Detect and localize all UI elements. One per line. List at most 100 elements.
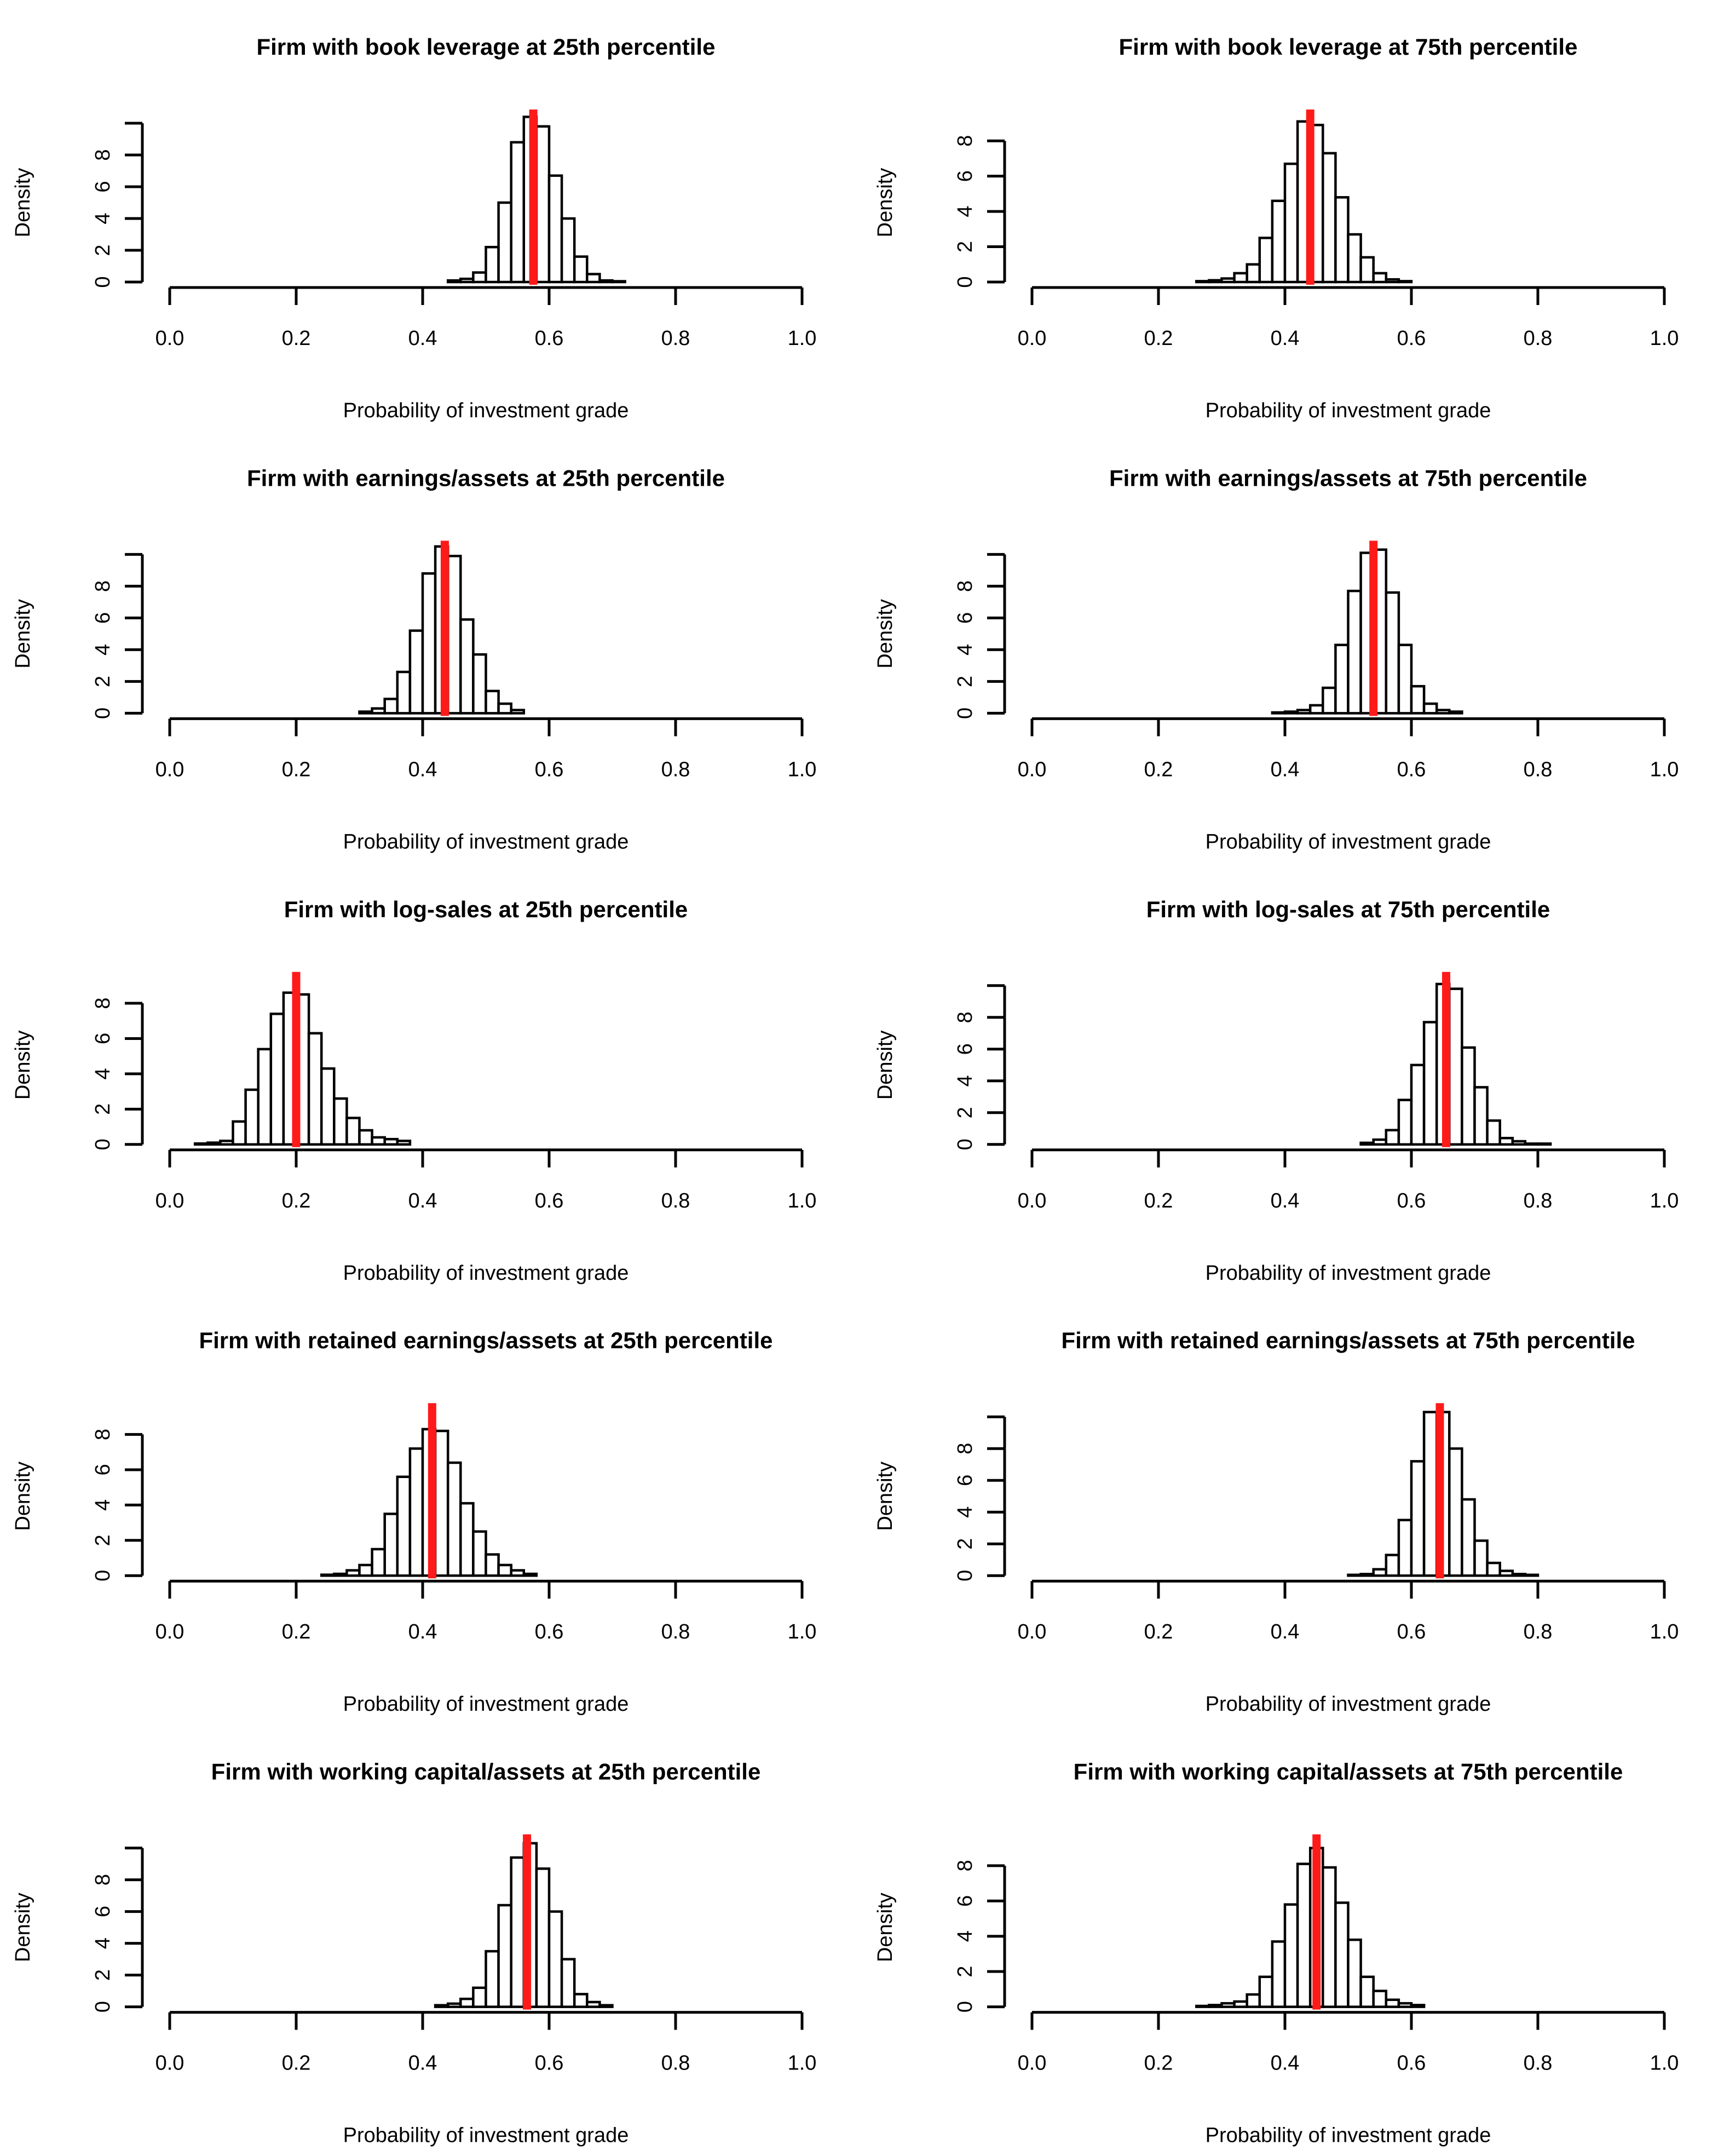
histogram-bar <box>1322 152 1337 284</box>
histogram-bar <box>1246 263 1261 284</box>
x-tick-label: 0.2 <box>282 2052 311 2075</box>
histogram-bar <box>1359 256 1375 284</box>
x-tick-label: 0.2 <box>1144 2052 1173 2075</box>
y-tick-label: 4 <box>954 1930 977 1942</box>
x-axis-label: Probability of investment grade <box>1206 1262 1491 1285</box>
histogram-panel: Firm with log-sales at 75th percentile 0.… <box>874 896 1679 1285</box>
y-tick-label: 0 <box>91 708 114 719</box>
histogram-bar <box>547 1910 563 2008</box>
histogram-bar <box>510 1569 526 1577</box>
histogram-bar <box>371 707 386 715</box>
histogram-bar <box>1283 162 1299 284</box>
histogram-bar <box>1208 279 1223 284</box>
x-tick-label: 0.0 <box>1018 327 1047 350</box>
y-tick-label: 0 <box>954 708 977 719</box>
y-tick-label: 6 <box>954 170 977 182</box>
histogram-bar <box>1473 1539 1489 1577</box>
x-tick-label: 0.2 <box>1144 1620 1173 1643</box>
histogram-bar <box>1334 1901 1350 2008</box>
histogram-bar <box>1322 686 1337 715</box>
histogram-bar <box>472 271 487 284</box>
x-tick-label: 0.4 <box>1271 758 1300 781</box>
y-tick-label: 4 <box>91 1937 114 1949</box>
histogram-bar <box>307 1032 323 1146</box>
histogram-bar <box>1233 272 1248 284</box>
y-tick-label: 4 <box>954 644 977 656</box>
y-axis-label: Density <box>874 1893 897 1962</box>
y-tick-label: 8 <box>954 580 977 592</box>
histogram-bar <box>1296 709 1312 715</box>
y-tick-label: 2 <box>954 1966 977 1977</box>
x-tick-label: 0.8 <box>661 1620 690 1643</box>
x-axis-label: Probability of investment grade <box>343 1262 629 1285</box>
y-tick-label: 4 <box>91 1499 114 1511</box>
histogram-bar <box>535 1867 551 2008</box>
histogram-bar <box>1372 1568 1388 1577</box>
y-axis-label: Density <box>874 599 897 669</box>
y-tick-label: 6 <box>954 1043 977 1055</box>
x-axis-label: Probability of investment grade <box>1206 399 1491 422</box>
histogram-bar <box>1258 1975 1274 2008</box>
y-tick-label: 8 <box>91 580 114 592</box>
histogram-bar <box>232 1120 247 1146</box>
y-axis-label: Density <box>874 1462 897 1531</box>
y-tick-label: 6 <box>91 1906 114 1917</box>
histogram-bar <box>1410 1460 1426 1577</box>
y-tick-label: 2 <box>91 1103 114 1115</box>
histogram-bar <box>1258 237 1274 284</box>
x-tick-label: 0.2 <box>282 1189 311 1212</box>
histogram-bar <box>320 1067 336 1146</box>
histogram-bar <box>485 1950 500 2008</box>
y-tick-label: 0 <box>91 2001 114 2013</box>
y-tick-label: 0 <box>954 2001 977 2013</box>
histogram-bar <box>446 555 462 715</box>
y-tick-label: 4 <box>954 1507 977 1518</box>
y-tick-label: 8 <box>91 1874 114 1885</box>
histogram-bar <box>446 279 462 284</box>
histogram-bar <box>1195 2004 1210 2008</box>
histogram-panel: Firm with working capital/assets at 25th… <box>11 1759 816 2147</box>
y-tick-label: 0 <box>91 1139 114 1150</box>
x-tick-label: 0.8 <box>661 1189 690 1212</box>
x-tick-label: 1.0 <box>1650 1189 1679 1212</box>
x-tick-label: 0.6 <box>1397 1189 1426 1212</box>
y-tick-label: 2 <box>954 1107 977 1118</box>
x-tick-label: 0.2 <box>282 327 311 350</box>
histogram-panel: Firm with working capital/assets at 75th… <box>874 1759 1679 2147</box>
panel-title: Firm with retained earnings/assets at 25… <box>199 1327 772 1353</box>
histogram-bar <box>573 1993 589 2008</box>
histogram-bar <box>1448 987 1463 1146</box>
histogram-bar <box>371 1548 386 1577</box>
x-tick-label: 0.6 <box>535 2052 564 2075</box>
histogram-panel: Firm with log-sales at 25th percentile 0.… <box>11 896 816 1285</box>
y-tick-label: 8 <box>91 997 114 1009</box>
x-tick-label: 0.2 <box>1144 327 1173 350</box>
x-tick-label: 0.4 <box>408 1620 437 1643</box>
x-tick-label: 0.4 <box>1271 1620 1300 1643</box>
histogram-bar <box>1461 1046 1476 1146</box>
histogram-bar <box>408 1447 424 1577</box>
histogram-bar <box>345 1117 361 1146</box>
histogram-bar <box>485 1553 500 1577</box>
y-tick-label: 2 <box>954 241 977 252</box>
histogram-bar <box>396 670 412 715</box>
histogram-bar <box>434 1429 449 1577</box>
histogram-panel: Firm with retained earnings/assets at 75… <box>874 1327 1679 1716</box>
y-tick-label: 8 <box>91 1429 114 1440</box>
histogram-bar <box>333 1572 348 1577</box>
panel-title: Firm with working capital/assets at 75th… <box>1074 1759 1623 1785</box>
x-tick-label: 1.0 <box>788 2052 817 2075</box>
x-tick-label: 0.8 <box>1524 1189 1553 1212</box>
panel-title: Firm with retained earnings/assets at 75… <box>1061 1327 1635 1353</box>
histogram-bar <box>497 702 512 715</box>
histogram-bar <box>1422 702 1438 715</box>
x-tick-label: 0.4 <box>1271 1189 1300 1212</box>
x-tick-label: 0.2 <box>1144 1189 1173 1212</box>
histogram-bar <box>586 2000 601 2008</box>
histogram-bar <box>1448 1447 1463 1577</box>
histogram-bar <box>497 1563 512 1577</box>
histogram-bar <box>320 1573 336 1577</box>
histogram-bar <box>522 1572 538 1577</box>
x-tick-label: 1.0 <box>1650 2052 1679 2075</box>
